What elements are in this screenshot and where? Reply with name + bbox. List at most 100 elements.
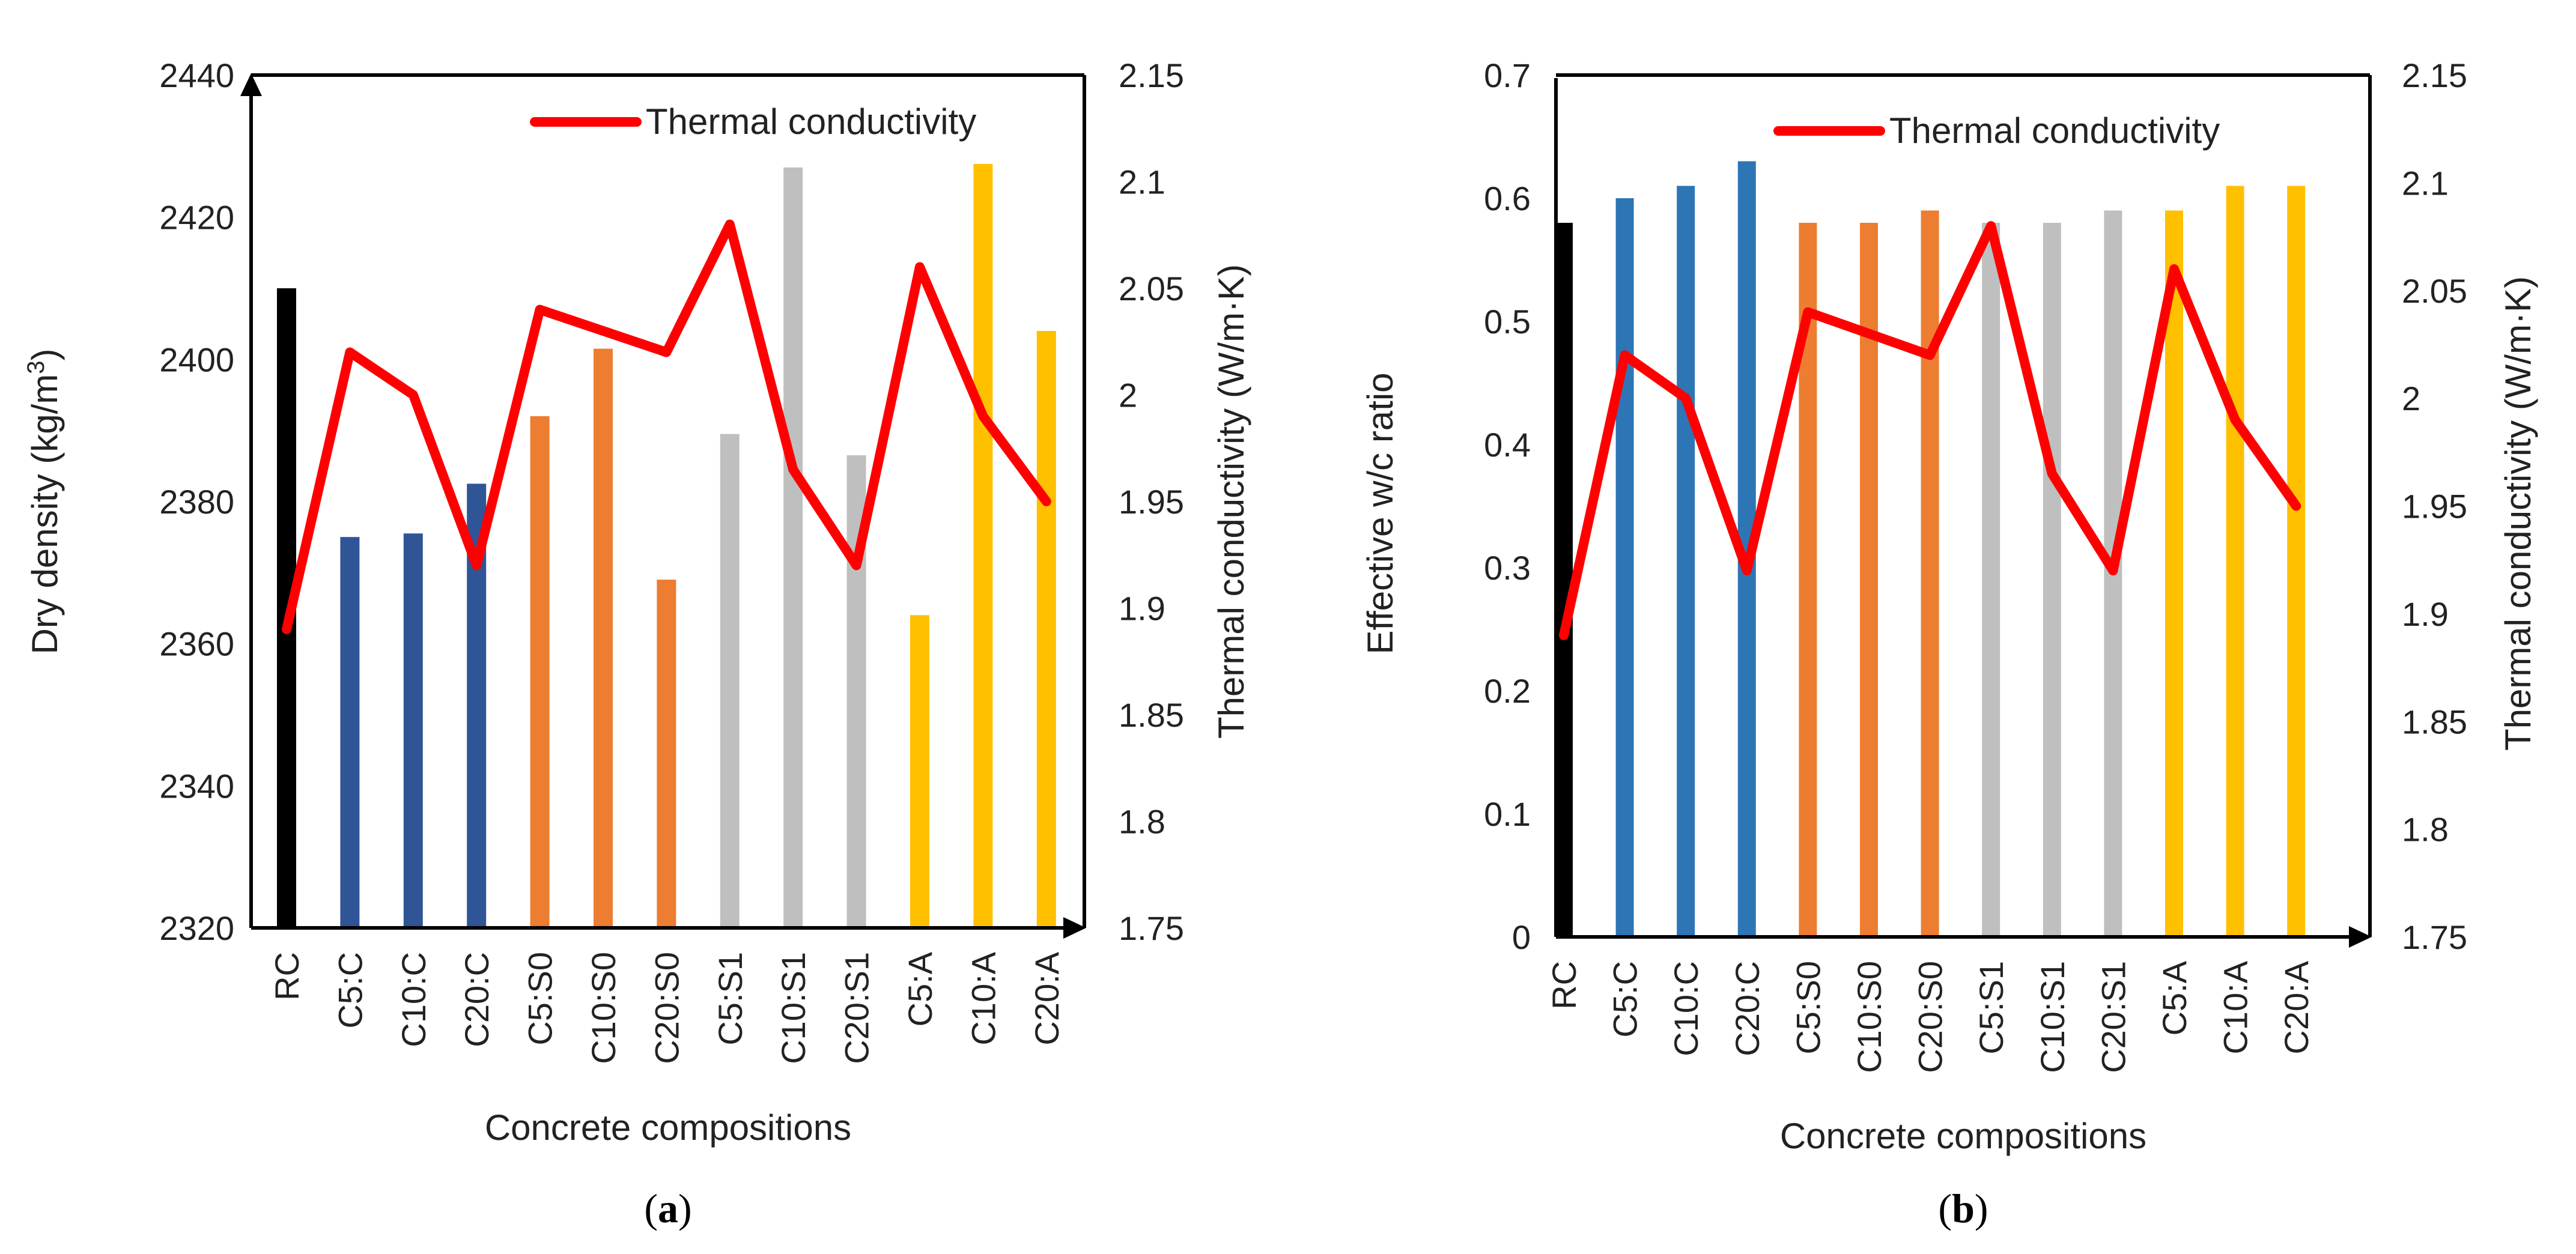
- panel-a-x-tick-label: RC: [268, 952, 306, 1001]
- panel-a-left-axis-arrow: [240, 73, 262, 96]
- panel-a-x-axis-title: Concrete compositions: [485, 1107, 851, 1148]
- panel-label-a-letter: a: [658, 1186, 678, 1231]
- panel-b-bar-c5-c: [1615, 198, 1634, 937]
- panel-a-axes: [240, 73, 1086, 939]
- panel-b-bottom-axis-arrow: [2349, 926, 2372, 948]
- panel-a-bar-c5-a: [910, 615, 929, 928]
- panel-a-y-tick-label: 2360: [159, 625, 234, 663]
- panel-b-y-tick-label: 0.7: [1484, 56, 1531, 94]
- panel-b-bar-c20-a: [2287, 186, 2306, 937]
- panel-a-bottom-axis-arrow: [1063, 917, 1086, 939]
- panel-b-y-tick-label: 0.2: [1484, 672, 1531, 710]
- panel-a-x-tick-label: C10:A: [964, 951, 1002, 1045]
- panel-a-bar-c10-s0: [594, 348, 613, 928]
- panel-a-x-tick-label: C10:S0: [585, 952, 622, 1064]
- panel-b-y2-tick-label: 1.8: [2402, 811, 2449, 849]
- panel-b-y-tick-label: 0.6: [1484, 180, 1531, 217]
- panel-b-x-axis-title: Concrete compositions: [1780, 1116, 2146, 1156]
- panel-b-x-tick-label: C10:A: [2217, 960, 2255, 1054]
- panel-a-y2-tick-label: 2.1: [1119, 163, 1165, 201]
- panel-a-y2-axis-title: Thermal conductivity (W/m·K): [1211, 264, 1251, 739]
- panel-a-y2-tick-label: 2.15: [1119, 56, 1184, 94]
- panel-a-x-tick-label: C5:S0: [521, 952, 559, 1046]
- panel-a-y2-tick-label: 1.95: [1119, 483, 1184, 521]
- panel-a-y2-tick-label: 2.05: [1119, 270, 1184, 307]
- panel-b-legend-label: Thermal conductivity: [1889, 111, 2220, 151]
- panel-label-b-open: (: [1938, 1186, 1952, 1231]
- panel-a-y2-ticks: 1.75 1.8 1.85 1.9 1.95 2 2.05 2.1 2.15: [1119, 56, 1184, 947]
- chart-panel-a: 2320 2340 2360 2380 2400 2420 2440 1.75 1.8 1.85…: [23, 56, 1251, 1148]
- panel-b-x-tick-label: C20:S1: [2094, 961, 2132, 1073]
- panel-a-y-axis-title-main: Dry density (kg/m: [25, 374, 65, 655]
- panel-b-x-tick-label: C20:C: [1728, 961, 1766, 1056]
- panel-b-bar-c10-a: [2226, 186, 2244, 937]
- panel-b-y2-tick-label: 1.85: [2402, 703, 2467, 741]
- panel-a-y-axis-title-sup: 3: [23, 360, 49, 374]
- panel-a-x-tick-label: C20:S0: [648, 952, 685, 1064]
- chart-panel-b: 0 0.1 0.2 0.3 0.4 0.5 0.6 0.7 1.75 1.8 1.85 1.9 1.9…: [1360, 56, 2538, 1156]
- panel-b-y2-tick-label: 1.75: [2402, 918, 2467, 956]
- panel-a-bar-c10-s1: [783, 167, 803, 928]
- panel-b-axes: [1554, 73, 2372, 948]
- panel-b-x-ticks: RC C5:C C10:C C20:C C5:S0 C10:S0 C20:S0 C5:S1 C1…: [1545, 960, 2315, 1073]
- panel-b-y-tick-label: 0: [1512, 918, 1531, 956]
- panel-a-y2-tick-label: 1.9: [1119, 590, 1165, 628]
- panel-b-y-tick-label: 0.5: [1484, 303, 1531, 341]
- panel-a-y-tick-label: 2380: [159, 483, 234, 521]
- panel-a-x-tick-label: C20:A: [1028, 951, 1066, 1045]
- panel-b-x-tick-label: RC: [1545, 961, 1583, 1010]
- panel-a-y2-tick-label: 1.85: [1119, 696, 1184, 734]
- panel-a-y2-tick-label: 1.75: [1119, 909, 1184, 947]
- panel-b-bar-c10-s0: [1860, 223, 1878, 937]
- panel-b-x-tick-label: C10:C: [1667, 961, 1705, 1056]
- panel-label-b-letter: b: [1952, 1186, 1975, 1231]
- panel-a-thermal-line: [282, 219, 1051, 634]
- panel-b-x-tick-label: C5:A: [2155, 960, 2193, 1035]
- panel-b-y-axis-title: Effective w/c ratio: [1360, 372, 1400, 654]
- panel-a-x-tick-label: C10:C: [395, 952, 433, 1047]
- panel-a-legend-label: Thermal conductivity: [646, 101, 976, 142]
- panel-b-x-tick-label: C10:S1: [2034, 961, 2071, 1073]
- panel-a-bar-c5-s0: [530, 416, 550, 928]
- panel-a-y-tick-label: 2340: [159, 767, 234, 805]
- panel-a-bar-c10-a: [973, 163, 993, 928]
- panel-a-bar-c5-c: [340, 537, 360, 928]
- panel-label-b-close: ): [1975, 1186, 1988, 1231]
- panel-b-x-tick-label: C5:S0: [1789, 961, 1827, 1055]
- panel-b-y2-tick-label: 2.05: [2402, 272, 2467, 310]
- panel-a-y-axis-title: Dry density (kg/m3): [23, 349, 65, 655]
- panel-b-bar-c10-c: [1677, 186, 1695, 937]
- panel-a-bar-c20-a: [1036, 331, 1056, 928]
- panel-a-bar-c10-c: [403, 533, 423, 928]
- panel-a-x-tick-label: C20:S1: [838, 952, 876, 1064]
- panel-a-x-ticks: RC C5:C C10:C C20:C C5:S0 C10:S0 C20:S0 C5:S1 C1…: [268, 951, 1066, 1064]
- panel-b-y-tick-label: 0.1: [1484, 795, 1531, 833]
- panel-a-x-tick-label: C5:A: [901, 951, 939, 1026]
- panel-a-y2-tick-label: 2: [1119, 377, 1137, 414]
- panel-a-y-tick-label: 2420: [159, 199, 234, 237]
- panel-b-bar-c5-s1: [1982, 223, 2000, 937]
- panel-a-y-axis-title-end: ): [25, 349, 65, 361]
- panel-label-a-close: ): [678, 1186, 692, 1231]
- panel-label-a: (a): [644, 1186, 691, 1231]
- panel-a-x-tick-label: C5:C: [331, 952, 369, 1029]
- panel-b-bar-c10-s1: [2043, 223, 2061, 937]
- panel-a-y2-tick-label: 1.8: [1119, 803, 1165, 841]
- panel-a-bar-c5-s1: [720, 434, 740, 928]
- panel-b-y2-tick-label: 1.9: [2402, 595, 2449, 633]
- panel-b-y2-ticks: 1.75 1.8 1.85 1.9 1.95 2 2.05 2.1 2.15: [2402, 56, 2467, 956]
- panel-b-y-tick-label: 0.4: [1484, 426, 1531, 464]
- panel-a-y-tick-label: 2400: [159, 341, 234, 378]
- panel-a-y-ticks: 2320 2340 2360 2380 2400 2420 2440: [159, 56, 234, 947]
- panel-a-x-tick-label: C10:S1: [774, 952, 812, 1064]
- panel-b-y2-tick-label: 2.15: [2402, 56, 2467, 94]
- panel-b-thermal-line: [1559, 221, 2301, 640]
- panel-b-y2-tick-label: 1.95: [2402, 488, 2467, 526]
- panel-label-a-open: (: [644, 1186, 658, 1231]
- panel-b-legend: Thermal conductivity: [1773, 111, 2220, 151]
- panel-label-b: (b): [1938, 1186, 1988, 1231]
- panel-a-x-tick-label: C5:S1: [711, 952, 749, 1046]
- panel-b-x-tick-label: C5:C: [1606, 961, 1644, 1038]
- panel-b-y-ticks: 0 0.1 0.2 0.3 0.4 0.5 0.6 0.7: [1484, 56, 1531, 956]
